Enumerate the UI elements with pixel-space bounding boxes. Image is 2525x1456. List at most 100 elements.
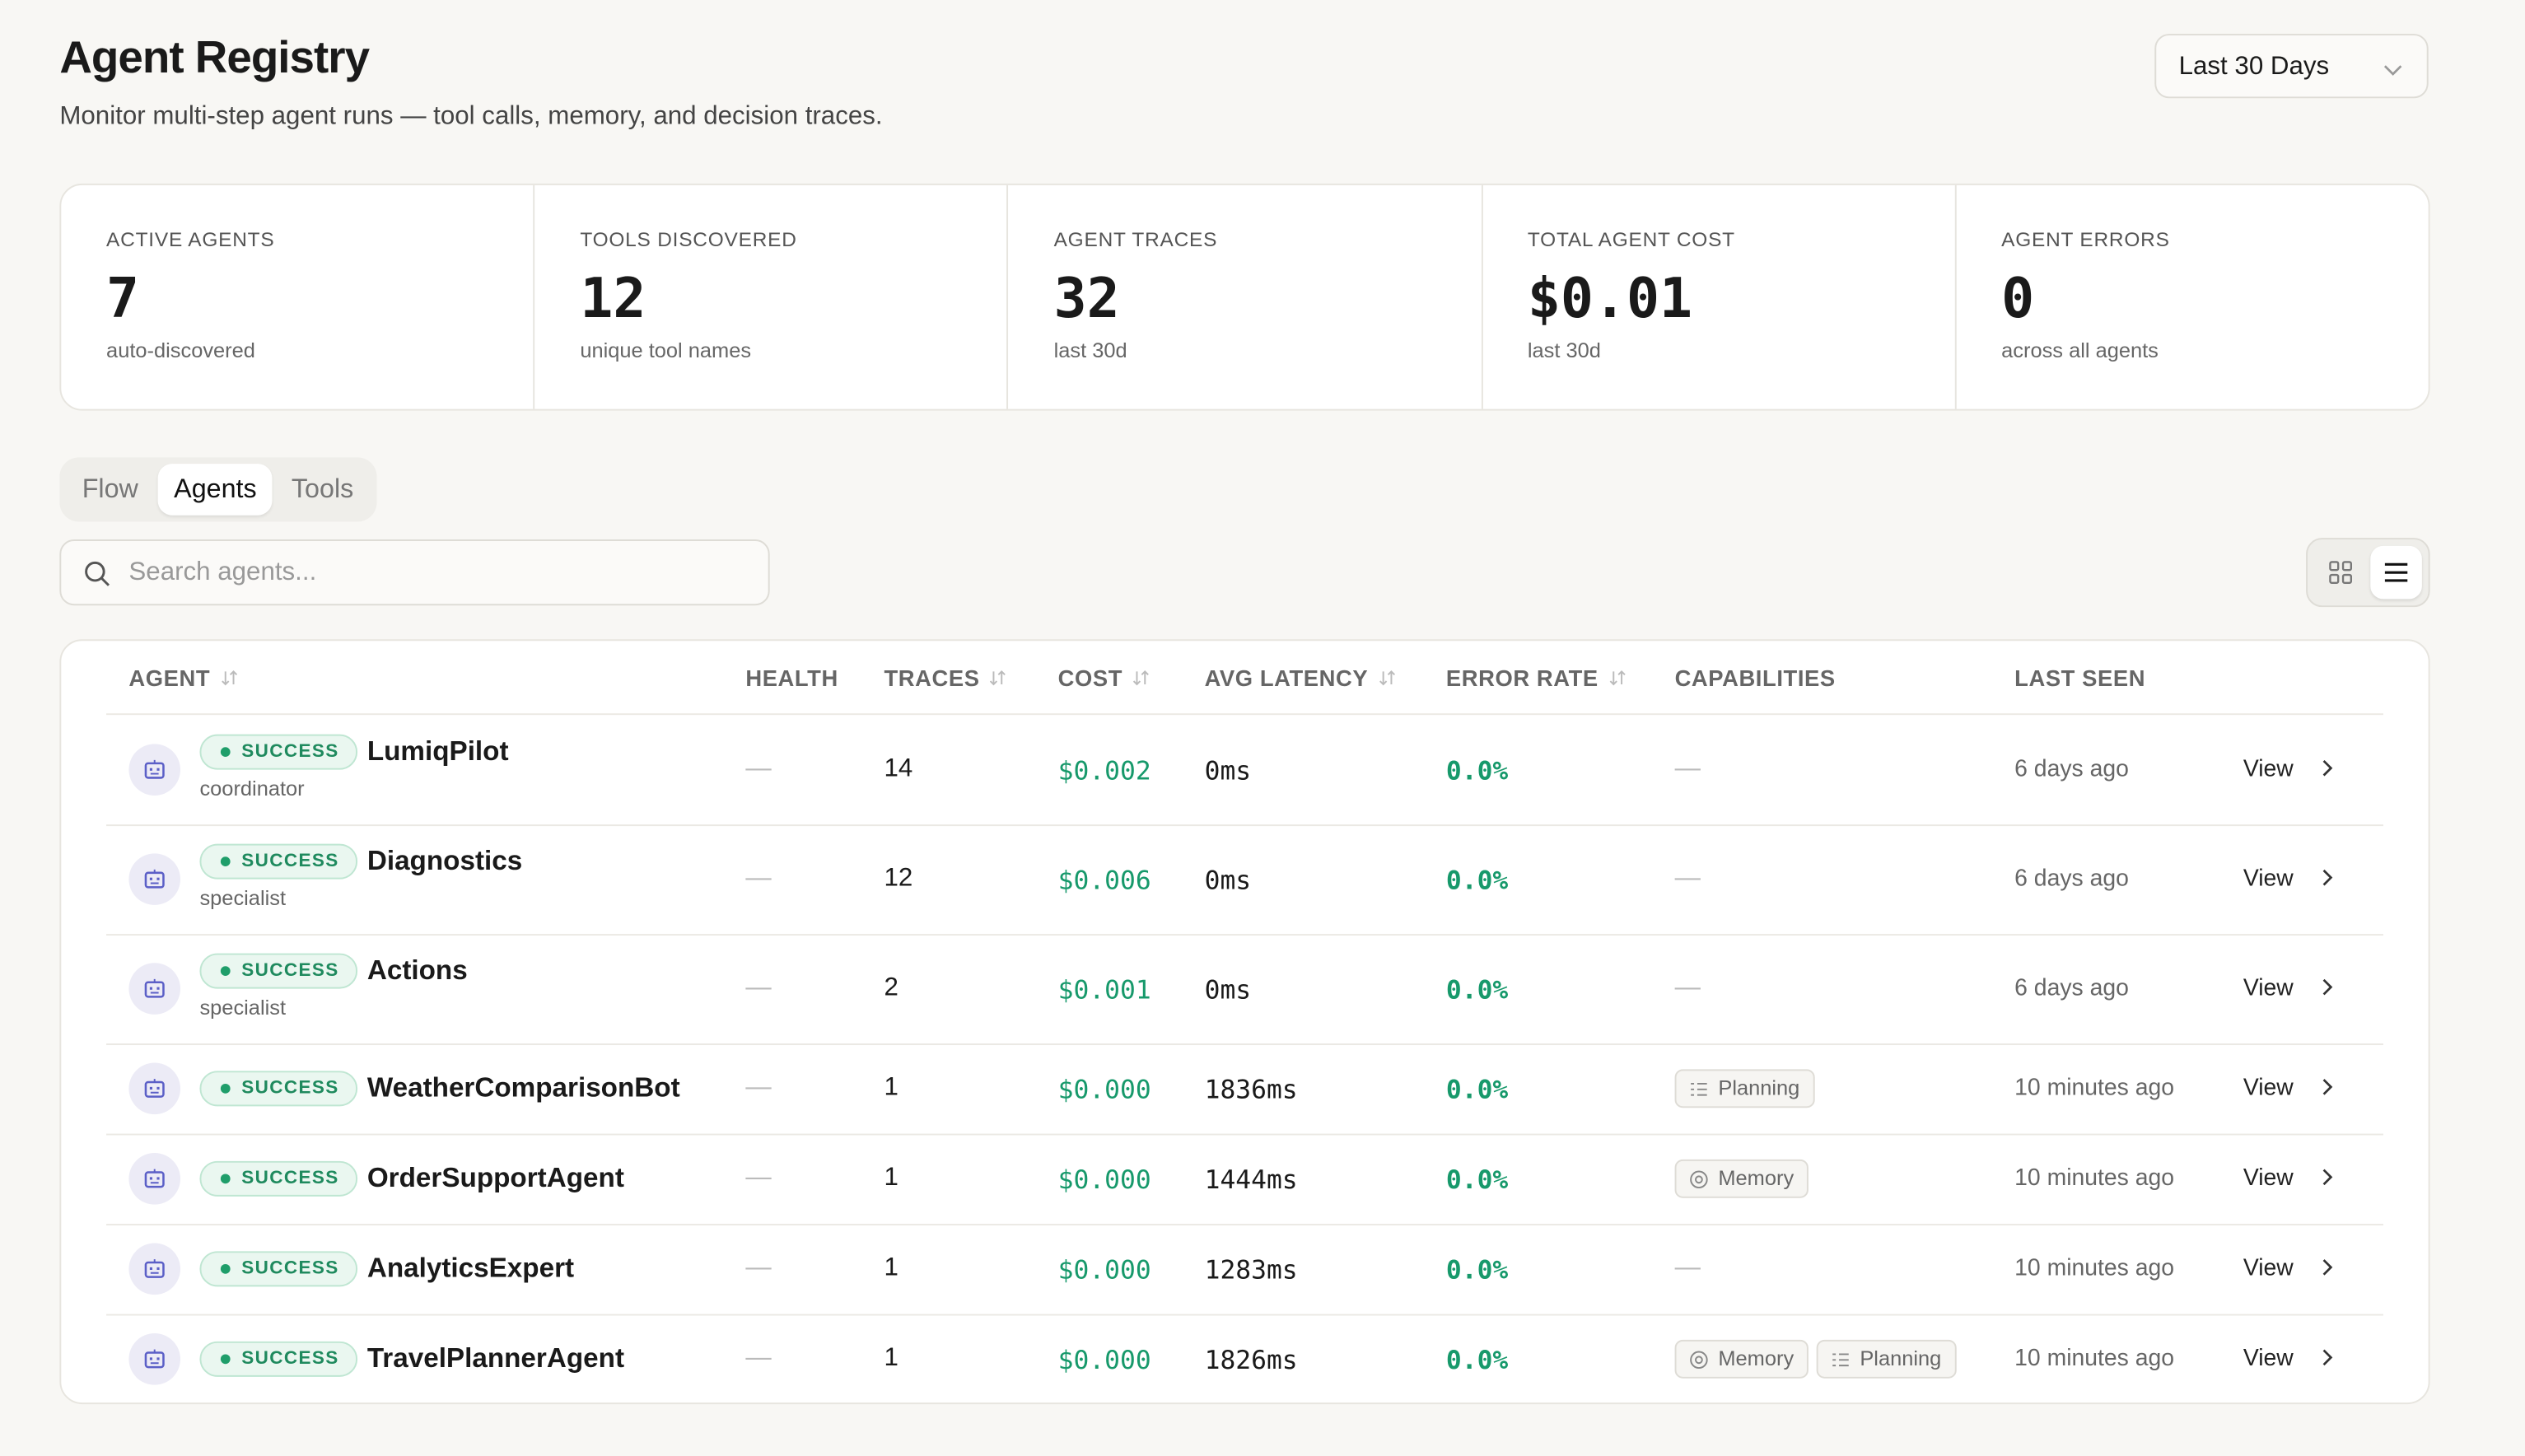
agent-icon: [128, 1243, 181, 1295]
chevron-right: [2322, 1169, 2333, 1186]
cost: $0.000: [1057, 1164, 1151, 1195]
column-header[interactable]: TRACES: [884, 665, 1006, 691]
view-label: View: [2243, 1256, 2294, 1282]
agent-role: specialist: [199, 885, 287, 910]
search-box[interactable]: Search agents...: [59, 539, 770, 606]
stat-note: across all agents: [2001, 338, 2159, 362]
capability-label: Planning: [1718, 1076, 1800, 1100]
row-divider: [106, 1043, 2383, 1046]
health: —: [745, 1074, 772, 1102]
avg-latency: 0ms: [1204, 973, 1252, 1006]
capabilities: Memory: [1674, 1159, 1817, 1198]
health: —: [745, 865, 772, 893]
view-link[interactable]: View: [2243, 866, 2336, 892]
stat-value: $0.01: [1527, 267, 1693, 332]
view-label: View: [2243, 757, 2294, 783]
traces: 2: [884, 973, 898, 1002]
traces: 1: [884, 1074, 898, 1102]
view-link[interactable]: View: [2243, 757, 2336, 782]
capability-icon: [1690, 1351, 1708, 1370]
agent-icon: [128, 853, 181, 905]
traces: 1: [884, 1254, 898, 1282]
avg-latency: 1283ms: [1204, 1254, 1298, 1286]
column-header[interactable]: COST: [1058, 665, 1150, 691]
status-badge: SUCCESS: [199, 1251, 357, 1287]
stat-tile: TOOLS DISCOVERED 12 unique tool names: [535, 184, 1009, 409]
view-link[interactable]: View: [2243, 1256, 2336, 1281]
stat-tile: TOTAL AGENT COST $0.01 last 30d: [1482, 184, 1957, 409]
view-toggle: [2306, 538, 2430, 608]
column-label: AVG LATENCY: [1204, 665, 1369, 691]
agent-name[interactable]: LumiqPilot: [366, 735, 509, 767]
chevron-right: [2322, 869, 2333, 886]
search-placeholder: Search agents...: [128, 558, 317, 586]
view-link[interactable]: View: [2243, 1166, 2336, 1192]
agent-icon: [128, 1333, 181, 1385]
table-row: SUCCESS Diagnostics specialist — 12 $0.006 0ms…: [61, 824, 2428, 934]
column-header: LAST SEEN: [2014, 665, 2145, 691]
agent-icon: [128, 963, 181, 1015]
sort-icon: [221, 670, 237, 686]
stat-note: auto-discovered: [106, 338, 255, 362]
table-row: SUCCESS AnalyticsExpert — 1 $0.000 1283ms 0.0%…: [61, 1224, 2428, 1314]
agent-icon: [128, 744, 181, 796]
last-seen: 10 minutes ago: [2014, 1165, 2175, 1192]
stat-label: ACTIVE AGENTS: [106, 228, 275, 252]
view-link[interactable]: View: [2243, 1076, 2336, 1101]
error-rate: 0.0%: [1445, 1344, 1509, 1375]
agent-name[interactable]: Actions: [366, 954, 468, 986]
stat-value: 12: [580, 267, 646, 332]
tab[interactable]: Tools: [291, 474, 354, 505]
agent-role: coordinator: [199, 776, 305, 800]
cost: $0.000: [1057, 1344, 1151, 1375]
column-label: AGENT: [128, 665, 211, 691]
view-label: View: [2243, 1346, 2294, 1372]
column-header[interactable]: AGENT: [128, 665, 237, 691]
agent-name[interactable]: OrderSupportAgent: [366, 1162, 624, 1193]
date-range-select[interactable]: Last 30 Days: [2154, 34, 2429, 99]
cost: $0.000: [1057, 1074, 1151, 1105]
header-divider: [106, 713, 2383, 716]
status-badge: SUCCESS: [199, 1160, 357, 1197]
page-subtitle: Monitor multi-step agent runs — tool cal…: [59, 103, 883, 131]
status-badge: SUCCESS: [199, 1341, 357, 1377]
agent-name[interactable]: Diagnostics: [366, 845, 523, 876]
error-rate: 0.0%: [1445, 973, 1509, 1006]
view-label: View: [2243, 866, 2294, 893]
bot-icon: [144, 1079, 165, 1098]
view-label: View: [2243, 1165, 2294, 1192]
stat-note: unique tool names: [580, 338, 752, 362]
last-seen: 6 days ago: [2014, 975, 2129, 1002]
tab[interactable]: Flow: [82, 474, 138, 505]
agent-icon: [128, 1153, 181, 1205]
tab-bar: Flow Agents Tools: [59, 457, 377, 522]
column-header: HEALTH: [745, 665, 838, 691]
column-header[interactable]: ERROR RATE: [1446, 665, 1626, 691]
agent-name[interactable]: WeatherComparisonBot: [366, 1072, 680, 1104]
bot-icon: [144, 1349, 165, 1369]
agent-name[interactable]: TravelPlannerAgent: [366, 1342, 625, 1374]
last-seen: 6 days ago: [2014, 757, 2129, 783]
chevron-right: [2322, 978, 2333, 996]
view-link[interactable]: View: [2243, 976, 2336, 1001]
status-badge: SUCCESS: [199, 734, 357, 770]
capability-icon: [1691, 1082, 1707, 1096]
capability-tag: Memory: [1674, 1159, 1809, 1198]
cost: $0.006: [1057, 865, 1151, 896]
agent-name[interactable]: AnalyticsExpert: [366, 1253, 575, 1284]
chevron-right: [2322, 1259, 2333, 1276]
view-link[interactable]: View: [2243, 1346, 2336, 1372]
chevron-right: [2322, 759, 2333, 777]
date-range-label: Last 30 Days: [2178, 53, 2330, 81]
stat-note: last 30d: [1527, 338, 1601, 362]
avg-latency: 0ms: [1204, 865, 1252, 896]
tab[interactable]: Agents: [157, 464, 273, 516]
row-divider: [106, 1224, 2383, 1226]
list-view-button[interactable]: [2370, 545, 2422, 600]
stat-value: 32: [1053, 267, 1120, 332]
error-rate: 0.0%: [1445, 1254, 1509, 1286]
traces: 14: [884, 755, 913, 783]
column-header[interactable]: AVG LATENCY: [1205, 665, 1396, 691]
grid-view-button[interactable]: [2328, 560, 2352, 585]
